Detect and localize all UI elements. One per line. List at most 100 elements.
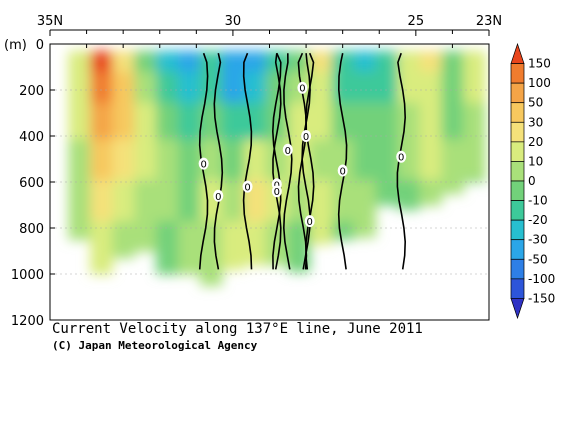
velocity-cell bbox=[331, 50, 355, 73]
velocity-cell bbox=[178, 102, 201, 140]
colorbar-label: -100 bbox=[528, 272, 555, 286]
zero-contour bbox=[213, 53, 224, 270]
colorbar-segment bbox=[510, 219, 525, 241]
velocity-cell bbox=[309, 139, 333, 181]
velocity-cell bbox=[243, 221, 267, 266]
velocity-cell bbox=[68, 179, 91, 222]
velocity-cell bbox=[90, 139, 113, 181]
velocity-field-blend bbox=[68, 50, 486, 286]
colorbar-segment bbox=[510, 298, 525, 320]
velocity-cell bbox=[397, 102, 420, 140]
contour-label: 0 bbox=[285, 146, 291, 157]
y-axis-ticks: 0 200 400 600 800 1000 1200 bbox=[11, 38, 55, 329]
velocity-cell bbox=[221, 71, 245, 104]
velocity-cell bbox=[199, 71, 223, 104]
y-tick-label: 800 bbox=[19, 222, 44, 237]
velocity-cell bbox=[221, 50, 245, 73]
x-tick-label: 23N bbox=[476, 14, 502, 29]
contour-label-bg bbox=[271, 185, 282, 198]
colorbar-label: -10 bbox=[528, 194, 548, 208]
velocity-cell bbox=[463, 71, 486, 104]
velocity-cell bbox=[265, 139, 289, 181]
velocity-cell bbox=[463, 50, 486, 73]
velocity-cell bbox=[309, 50, 333, 73]
velocity-cell bbox=[112, 50, 135, 73]
velocity-cell bbox=[463, 102, 486, 140]
velocity-cell bbox=[309, 221, 333, 245]
x-tick-label: 30 bbox=[225, 14, 242, 29]
velocity-cell bbox=[90, 102, 113, 140]
contour-label: 0 bbox=[303, 132, 309, 143]
velocity-cell bbox=[441, 102, 464, 140]
velocity-cell bbox=[375, 179, 399, 206]
velocity-cell bbox=[419, 71, 442, 104]
velocity-cell bbox=[112, 102, 135, 140]
velocity-cell bbox=[375, 102, 399, 140]
velocity-cell bbox=[419, 50, 442, 73]
velocity-cell bbox=[265, 102, 289, 140]
contour-label-bg bbox=[304, 215, 315, 228]
colorbar-label: 30 bbox=[528, 115, 543, 129]
y-tick-label: 200 bbox=[19, 84, 44, 99]
contour-label: 0 bbox=[299, 84, 305, 95]
chart-credit: (C) Japan Meteorological Agency bbox=[52, 339, 258, 352]
velocity-cell bbox=[134, 179, 157, 222]
colorbar-label: -150 bbox=[528, 291, 555, 305]
colorbar-label: 150 bbox=[528, 57, 551, 71]
velocity-cell bbox=[375, 139, 399, 181]
velocity-cell bbox=[331, 179, 355, 222]
y-tick-label: 600 bbox=[19, 176, 44, 191]
velocity-cell bbox=[134, 139, 157, 181]
velocity-cell bbox=[353, 102, 377, 140]
velocity-cell bbox=[178, 71, 201, 104]
chart-title: Current Velocity along 137°E line, June … bbox=[52, 321, 423, 337]
velocity-cell bbox=[156, 139, 179, 181]
velocity-cell bbox=[134, 50, 157, 73]
zero-contour bbox=[282, 53, 293, 270]
colorbar-label: -20 bbox=[528, 213, 548, 227]
velocity-cell bbox=[397, 71, 420, 104]
colorbar-segment bbox=[510, 239, 525, 260]
velocity-cell bbox=[221, 179, 245, 222]
velocity-cell bbox=[178, 139, 201, 181]
velocity-cell bbox=[331, 139, 355, 181]
velocity-cell bbox=[112, 71, 135, 104]
velocity-cell bbox=[221, 139, 245, 181]
velocity-cell bbox=[441, 50, 464, 73]
colorbar-label: 50 bbox=[528, 96, 543, 110]
velocity-cell bbox=[265, 221, 289, 266]
y-tick-label: 400 bbox=[19, 130, 44, 145]
velocity-cell bbox=[156, 221, 179, 275]
y-tick-label: 1000 bbox=[11, 268, 44, 283]
zero-contour-lines bbox=[198, 52, 407, 270]
velocity-cell bbox=[353, 221, 377, 238]
colorbar-segment bbox=[510, 82, 525, 104]
velocity-cell bbox=[353, 179, 377, 222]
velocity-cell bbox=[199, 221, 223, 286]
velocity-cell bbox=[463, 179, 486, 183]
velocity-cell bbox=[243, 139, 267, 181]
velocity-cell bbox=[331, 221, 355, 240]
velocity-cell bbox=[134, 71, 157, 104]
contour-label: 0 bbox=[398, 153, 404, 164]
velocity-cell bbox=[463, 139, 486, 181]
velocity-cell bbox=[134, 221, 157, 252]
velocity-cell bbox=[243, 102, 267, 140]
contour-label-bg bbox=[301, 130, 312, 142]
velocity-cell bbox=[68, 102, 91, 140]
contour-label: 0 bbox=[244, 183, 250, 194]
colorbar-segment bbox=[510, 42, 525, 64]
velocity-cell bbox=[309, 71, 333, 104]
colorbar-segment bbox=[510, 121, 525, 143]
zero-contour bbox=[304, 52, 315, 270]
velocity-cell bbox=[419, 102, 442, 140]
contour-label: 0 bbox=[215, 192, 221, 203]
colorbar-label: 10 bbox=[528, 154, 543, 168]
contour-label: 0 bbox=[274, 187, 280, 198]
colorbar-segment bbox=[510, 102, 525, 123]
velocity-cell bbox=[265, 50, 289, 73]
velocity-cell bbox=[156, 71, 179, 104]
velocity-cell bbox=[397, 179, 420, 211]
velocity-cell bbox=[221, 102, 245, 140]
